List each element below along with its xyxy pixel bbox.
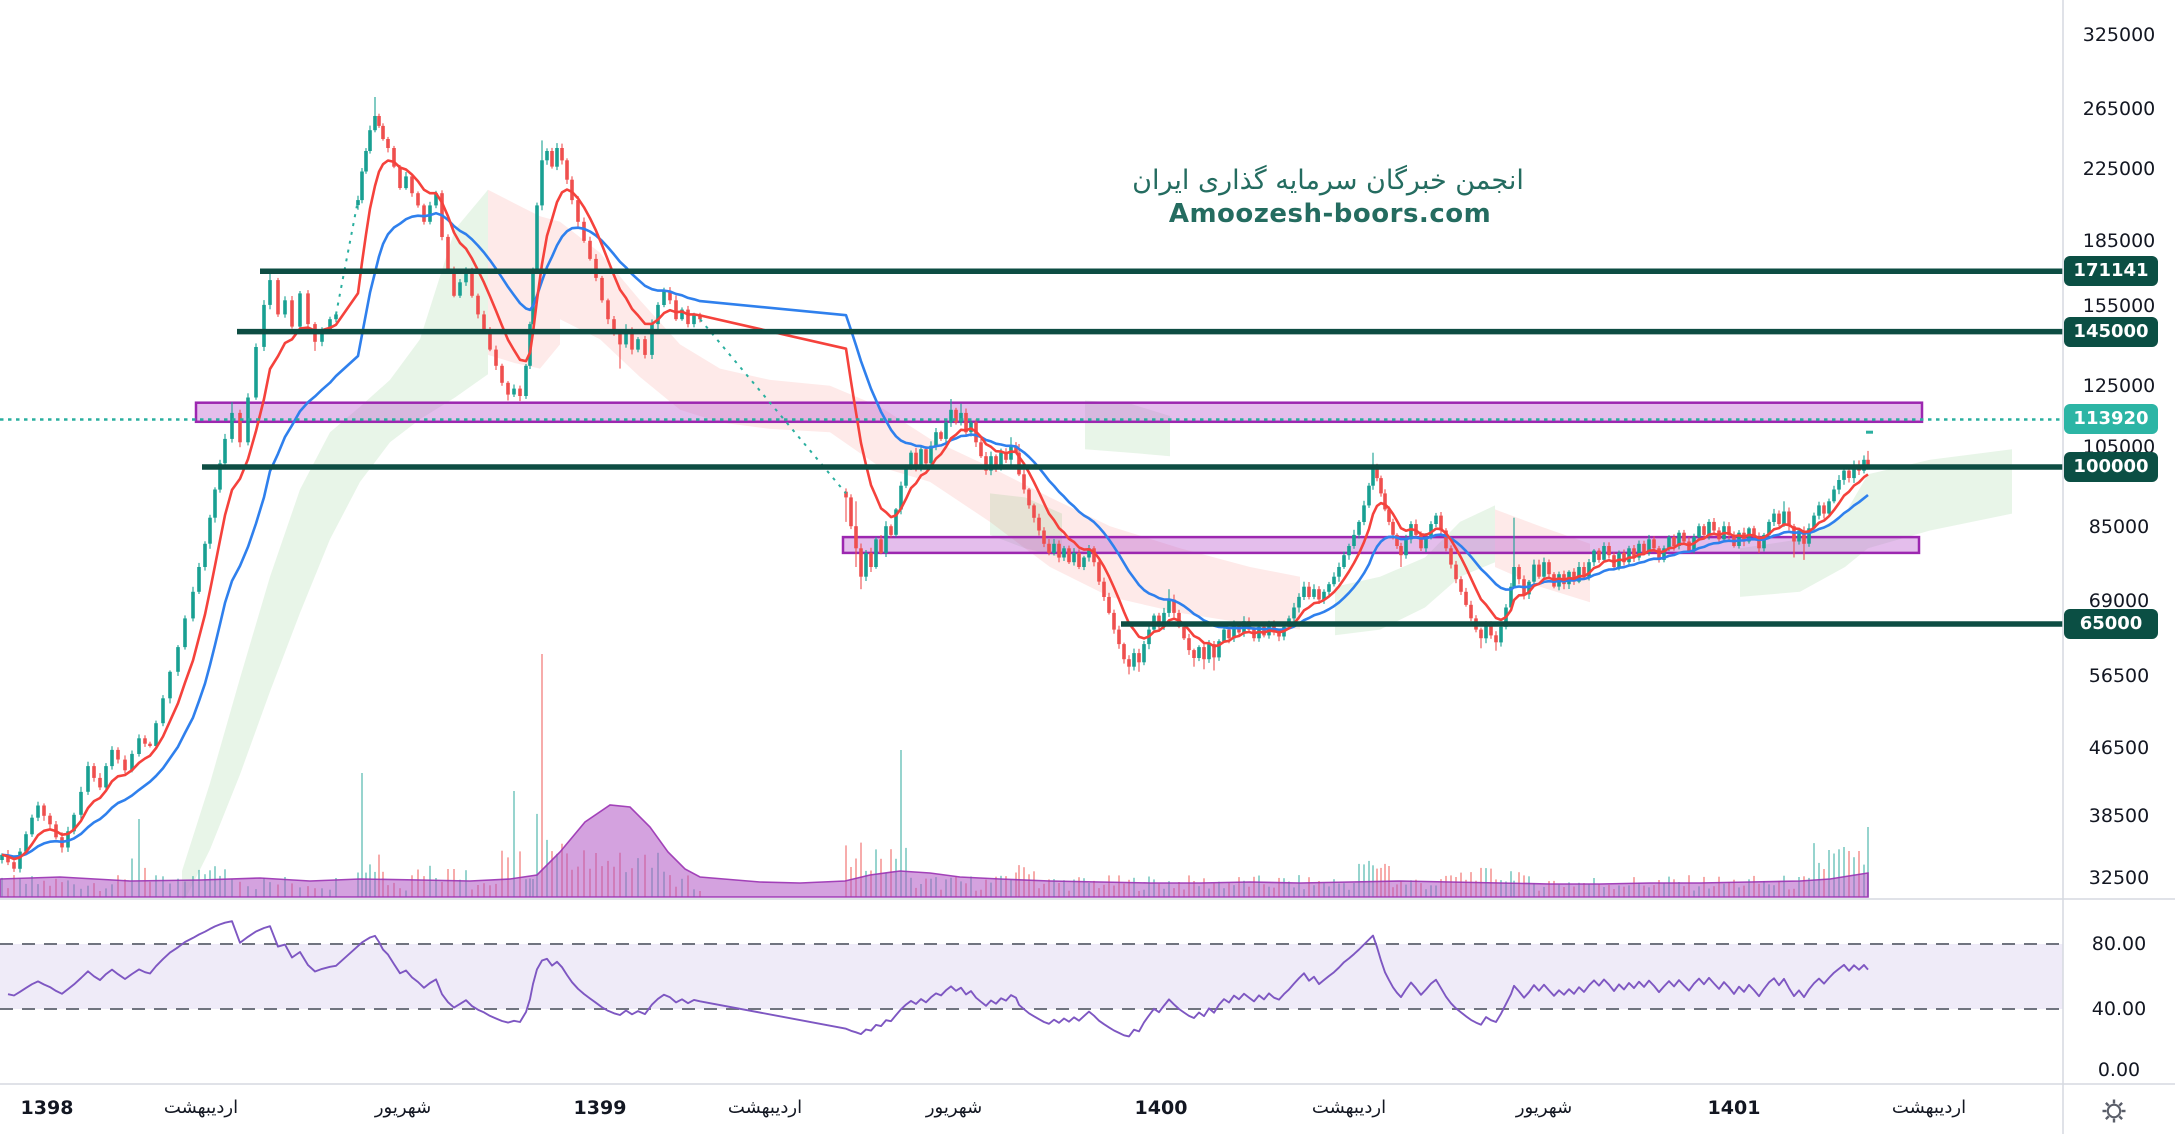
price-tick: 69000 (2088, 590, 2150, 612)
price-tick: 265000 (2082, 98, 2156, 120)
price-tick: 155000 (2082, 295, 2156, 317)
price-tick: 225000 (2082, 158, 2156, 180)
time-tick[interactable]: 1399 (573, 1097, 627, 1119)
rsi-line (7, 920, 1869, 1038)
ema-slow-line (1, 211, 1869, 858)
level-price-label[interactable]: 171141 (2064, 256, 2158, 286)
rsi-tick: 40.00 (2091, 998, 2147, 1020)
halt-bridge-dotted (335, 199, 359, 315)
time-tick[interactable]: 1400 (1134, 1097, 1188, 1119)
price-tick: 46500 (2088, 737, 2150, 759)
ichimoku-cloud (1085, 400, 1170, 457)
time-tick[interactable]: شهریور (925, 1097, 983, 1118)
time-tick[interactable]: شهریور (374, 1097, 432, 1118)
price-tick: 85000 (2088, 516, 2150, 538)
rsi-tick: 0.00 (2097, 1059, 2141, 1081)
price-tick: 125000 (2082, 375, 2156, 397)
volume-ma-area (0, 804, 1869, 898)
time-axis[interactable] (0, 1084, 2175, 1134)
watermark-line1: انجمن خبرگان سرمایه گذاری ایران (1132, 165, 1524, 196)
level-price-label[interactable]: 100000 (2064, 452, 2158, 482)
time-tick[interactable]: 1398 (20, 1097, 74, 1119)
time-tick[interactable]: 1401 (1707, 1097, 1761, 1119)
price-tick: 38500 (2088, 805, 2150, 827)
level-price-label[interactable]: 145000 (2064, 317, 2158, 347)
supply-demand-zone[interactable] (194, 401, 1924, 424)
rsi-pane (7, 920, 1869, 1038)
chikou-end-dash (1866, 430, 1873, 434)
level-price-label[interactable]: 65000 (2064, 609, 2158, 639)
time-tick[interactable]: شهریور (1515, 1097, 1573, 1118)
price-tick: 325000 (2082, 24, 2156, 46)
time-tick[interactable]: اردیبهشت (1891, 1097, 1967, 1118)
ichimoku-cloud (560, 221, 930, 482)
volume-bars (1, 654, 1869, 897)
watermark-line2: Amoozesh-boors.com (1168, 199, 1492, 229)
price-pane (0, 97, 2012, 899)
time-tick[interactable]: اردیبهشت (727, 1097, 803, 1118)
ema-fast-line (1, 159, 1869, 861)
ichimoku-cloud (1740, 449, 2012, 597)
time-tick[interactable]: اردیبهشت (1311, 1097, 1387, 1118)
rsi-tick: 80.00 (2091, 933, 2147, 955)
current-price-label[interactable]: 113920 (2064, 404, 2158, 434)
price-tick: 32500 (2088, 867, 2150, 889)
time-tick[interactable]: اردیبهشت (163, 1097, 239, 1118)
price-tick: 185000 (2082, 230, 2156, 252)
settings-gear-icon[interactable] (2099, 1096, 2129, 1126)
ichimoku-cloud (488, 189, 560, 369)
price-tick: 56500 (2088, 665, 2150, 687)
ichimoku-cloud (182, 189, 488, 899)
rsi-band (0, 944, 2063, 1009)
